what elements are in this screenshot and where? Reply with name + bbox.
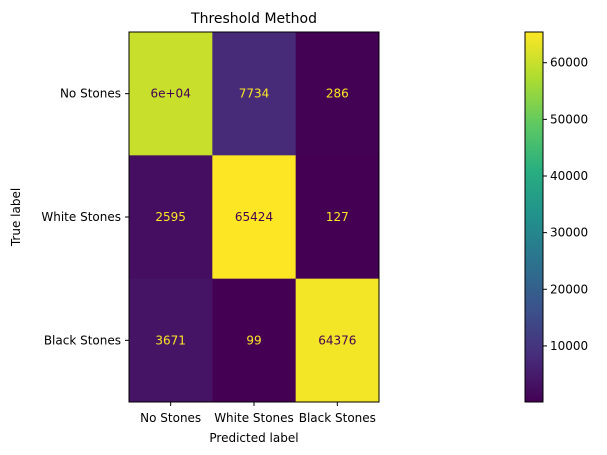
x-tick-label: Black Stones: [299, 411, 376, 425]
cell-value-label: 286: [326, 87, 349, 101]
colorbar: [524, 31, 544, 403]
colorbar-tick-label: 30000: [550, 226, 588, 240]
matrix-cell: [129, 32, 213, 156]
cell-value-label: 7734: [239, 87, 270, 101]
colorbar-tick-label: 20000: [550, 282, 588, 296]
cell-value-label: 127: [326, 210, 349, 224]
cell-value-label: 3671: [155, 333, 186, 347]
y-tick-labels: No Stones White Stones Black Stones: [41, 87, 129, 347]
y-tick-label: No Stones: [60, 87, 121, 101]
matrix-cell: [295, 155, 380, 280]
y-tick-label: White Stones: [41, 210, 121, 224]
matrix-cell: [295, 32, 380, 156]
colorbar-ticks: 10000 20000 30000 40000 50000 60000: [543, 56, 588, 353]
x-axis-label: Predicted label: [209, 431, 298, 445]
cell-value-label: 6e+04: [150, 87, 190, 101]
matrix-cell: [212, 155, 297, 280]
colorbar-tick-label: 40000: [550, 169, 588, 183]
cell-value-label: 65424: [235, 210, 273, 224]
x-tick-label: White Stones: [214, 411, 294, 425]
y-axis-label: True label: [9, 188, 23, 247]
cell-value-label: 64376: [318, 333, 356, 347]
matrix-cell: [212, 32, 297, 156]
colorbar-tick-label: 10000: [550, 339, 588, 353]
x-tick-labels: No Stones White Stones Black Stones: [140, 402, 376, 425]
matrix-cells: 6e+04 7734 286 2595 65424 127 3671 99 64376: [129, 32, 380, 403]
matrix-cell: [129, 278, 213, 403]
matrix-cell: [295, 278, 380, 403]
matrix-cell: [129, 155, 213, 280]
y-tick-label: Black Stones: [44, 333, 121, 347]
x-tick-label: No Stones: [140, 411, 201, 425]
colorbar-tick-label: 50000: [550, 112, 588, 126]
cell-value-label: 2595: [155, 210, 186, 224]
cell-value-label: 99: [246, 333, 261, 347]
chart-title: Threshold Method: [190, 11, 317, 27]
matrix-cell: [212, 278, 297, 403]
colorbar-tick-label: 60000: [550, 56, 588, 70]
